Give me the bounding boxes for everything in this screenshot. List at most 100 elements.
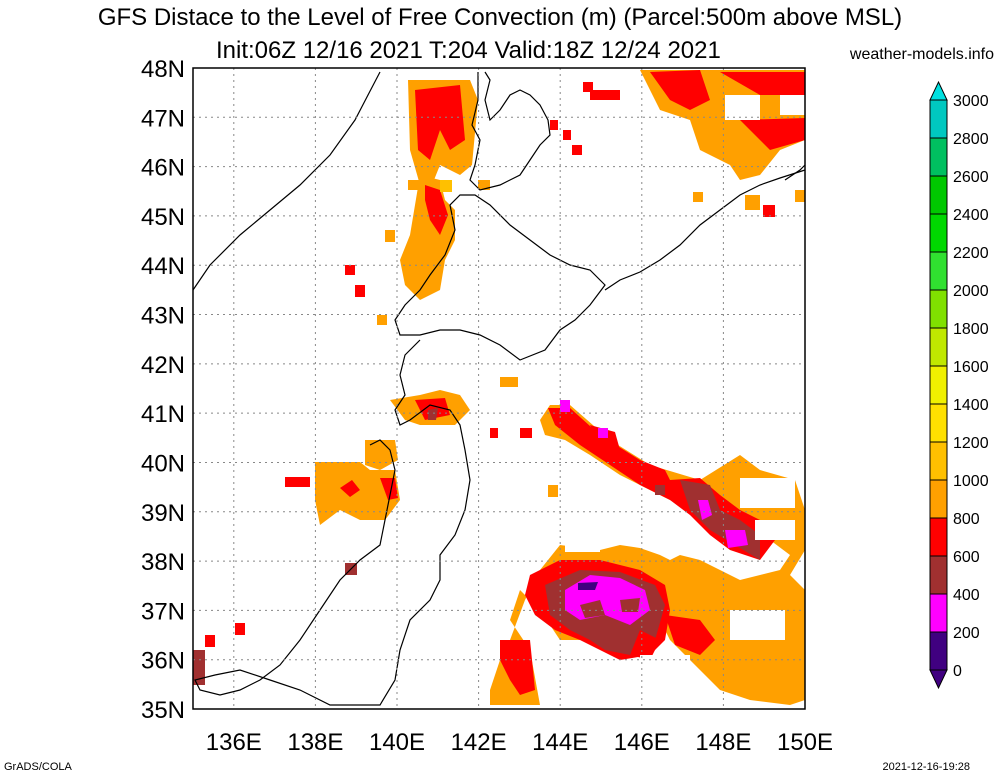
field-patch	[755, 520, 795, 540]
colorbar-swatch	[929, 365, 948, 405]
field-patch	[500, 377, 518, 387]
field-patch	[725, 530, 748, 548]
field-patch	[583, 82, 593, 92]
colorbar-label: 800	[953, 511, 980, 528]
field-patch	[598, 428, 608, 438]
coastline-honshu	[194, 339, 471, 706]
colorbar-legend: 3000280026002400220020001800160014001200…	[929, 80, 989, 690]
colorbar-swatch	[929, 441, 948, 481]
field-patch	[560, 400, 570, 412]
field-patch	[500, 640, 535, 695]
lon-label: 142E	[451, 729, 507, 756]
field-patch	[193, 650, 205, 685]
field-patch	[740, 118, 805, 150]
field-patch	[415, 398, 450, 420]
colorbar-swatch	[929, 175, 948, 215]
map-frame	[192, 67, 806, 710]
field-patch	[693, 192, 703, 202]
lat-label: 48N	[141, 56, 185, 83]
colorbar-label: 2800	[953, 131, 989, 148]
colorbar-swatch	[929, 137, 948, 177]
colorbar-label: 400	[953, 587, 980, 604]
colorbar-label: 3000	[953, 93, 989, 110]
field-patch	[578, 582, 598, 590]
colorbar-label: 200	[953, 625, 980, 642]
field-patch	[520, 428, 532, 438]
colorbar-swatch	[929, 403, 948, 443]
lat-label: 43N	[141, 303, 185, 330]
field-patch	[340, 480, 360, 497]
lon-label: 150E	[777, 729, 833, 756]
field-patch	[315, 462, 400, 525]
field-patch	[590, 90, 620, 100]
field-patch	[565, 540, 600, 552]
coastline-hokkaido	[394, 194, 606, 361]
coastline-kamchatka	[784, 164, 806, 181]
lon-label: 148E	[695, 729, 751, 756]
field-patch	[380, 478, 398, 500]
lat-label: 40N	[141, 450, 185, 477]
colorbar-top-arrow	[929, 80, 948, 101]
field-patch	[415, 85, 465, 160]
field-patch	[345, 265, 355, 275]
colorbar-label: 2200	[953, 245, 989, 262]
chart-title: GFS Distace to the Level of Free Convect…	[97, 4, 903, 31]
lat-label: 47N	[141, 105, 185, 132]
colorbar-swatch	[929, 327, 948, 367]
colorbar-swatch	[929, 631, 948, 671]
map-gridlines	[193, 68, 805, 709]
field-patch	[720, 72, 805, 95]
lat-label: 44N	[141, 253, 185, 280]
lon-label: 136E	[206, 729, 262, 756]
colorbar-label: 600	[953, 549, 980, 566]
field-patch	[763, 205, 775, 217]
coastline-sakhalin	[469, 71, 551, 191]
lat-label: 35N	[141, 697, 185, 724]
field-patch	[745, 195, 760, 210]
lat-label: 36N	[141, 648, 185, 675]
lat-label: 38N	[141, 549, 185, 576]
field-patch	[428, 408, 438, 420]
colorbar-swatch	[929, 213, 948, 253]
colorbar-label: 1600	[953, 359, 989, 376]
lat-label: 41N	[141, 401, 185, 428]
field-patch	[795, 190, 805, 202]
field-patch	[550, 120, 558, 130]
latitude-labels: 48N 47N 46N 45N 44N 43N 42N 41N 40N 39N 38N 37N 36N 3…	[141, 56, 185, 724]
lon-label: 146E	[614, 729, 670, 756]
colorbar-label: 2600	[953, 169, 989, 186]
field-patch	[478, 180, 490, 190]
lat-label: 42N	[141, 352, 185, 379]
field-patch	[650, 70, 710, 110]
colorbar-swatch	[929, 289, 948, 329]
coastline-asia	[192, 71, 381, 291]
lat-label: 37N	[141, 598, 185, 625]
colorbar-swatch	[929, 517, 948, 557]
field-patch	[385, 230, 395, 242]
field-patch	[730, 610, 785, 640]
field-patch	[698, 500, 712, 520]
colorbar-swatch	[929, 479, 948, 519]
field-patch	[440, 180, 452, 192]
lat-label: 39N	[141, 500, 185, 527]
lon-label: 144E	[532, 729, 588, 756]
lat-label: 45N	[141, 204, 185, 231]
field-patch	[620, 598, 640, 612]
colorbar-swatch	[929, 555, 948, 595]
field-patch	[640, 655, 690, 685]
colorbar-label: 2000	[953, 283, 989, 300]
field-patch	[205, 635, 215, 647]
field-patch	[285, 477, 310, 487]
field-patch	[355, 285, 365, 297]
field-patch	[235, 623, 245, 635]
field-patch	[740, 478, 795, 508]
lon-label: 140E	[369, 729, 425, 756]
field-patch	[655, 485, 665, 495]
colorbar-bottom-arrow	[929, 669, 948, 690]
lat-label: 46N	[141, 155, 185, 182]
field-patch	[490, 428, 498, 438]
field-patch	[408, 180, 420, 190]
field-patch	[572, 145, 582, 155]
convection-field	[193, 70, 805, 705]
colorbar-label: 1400	[953, 397, 989, 414]
